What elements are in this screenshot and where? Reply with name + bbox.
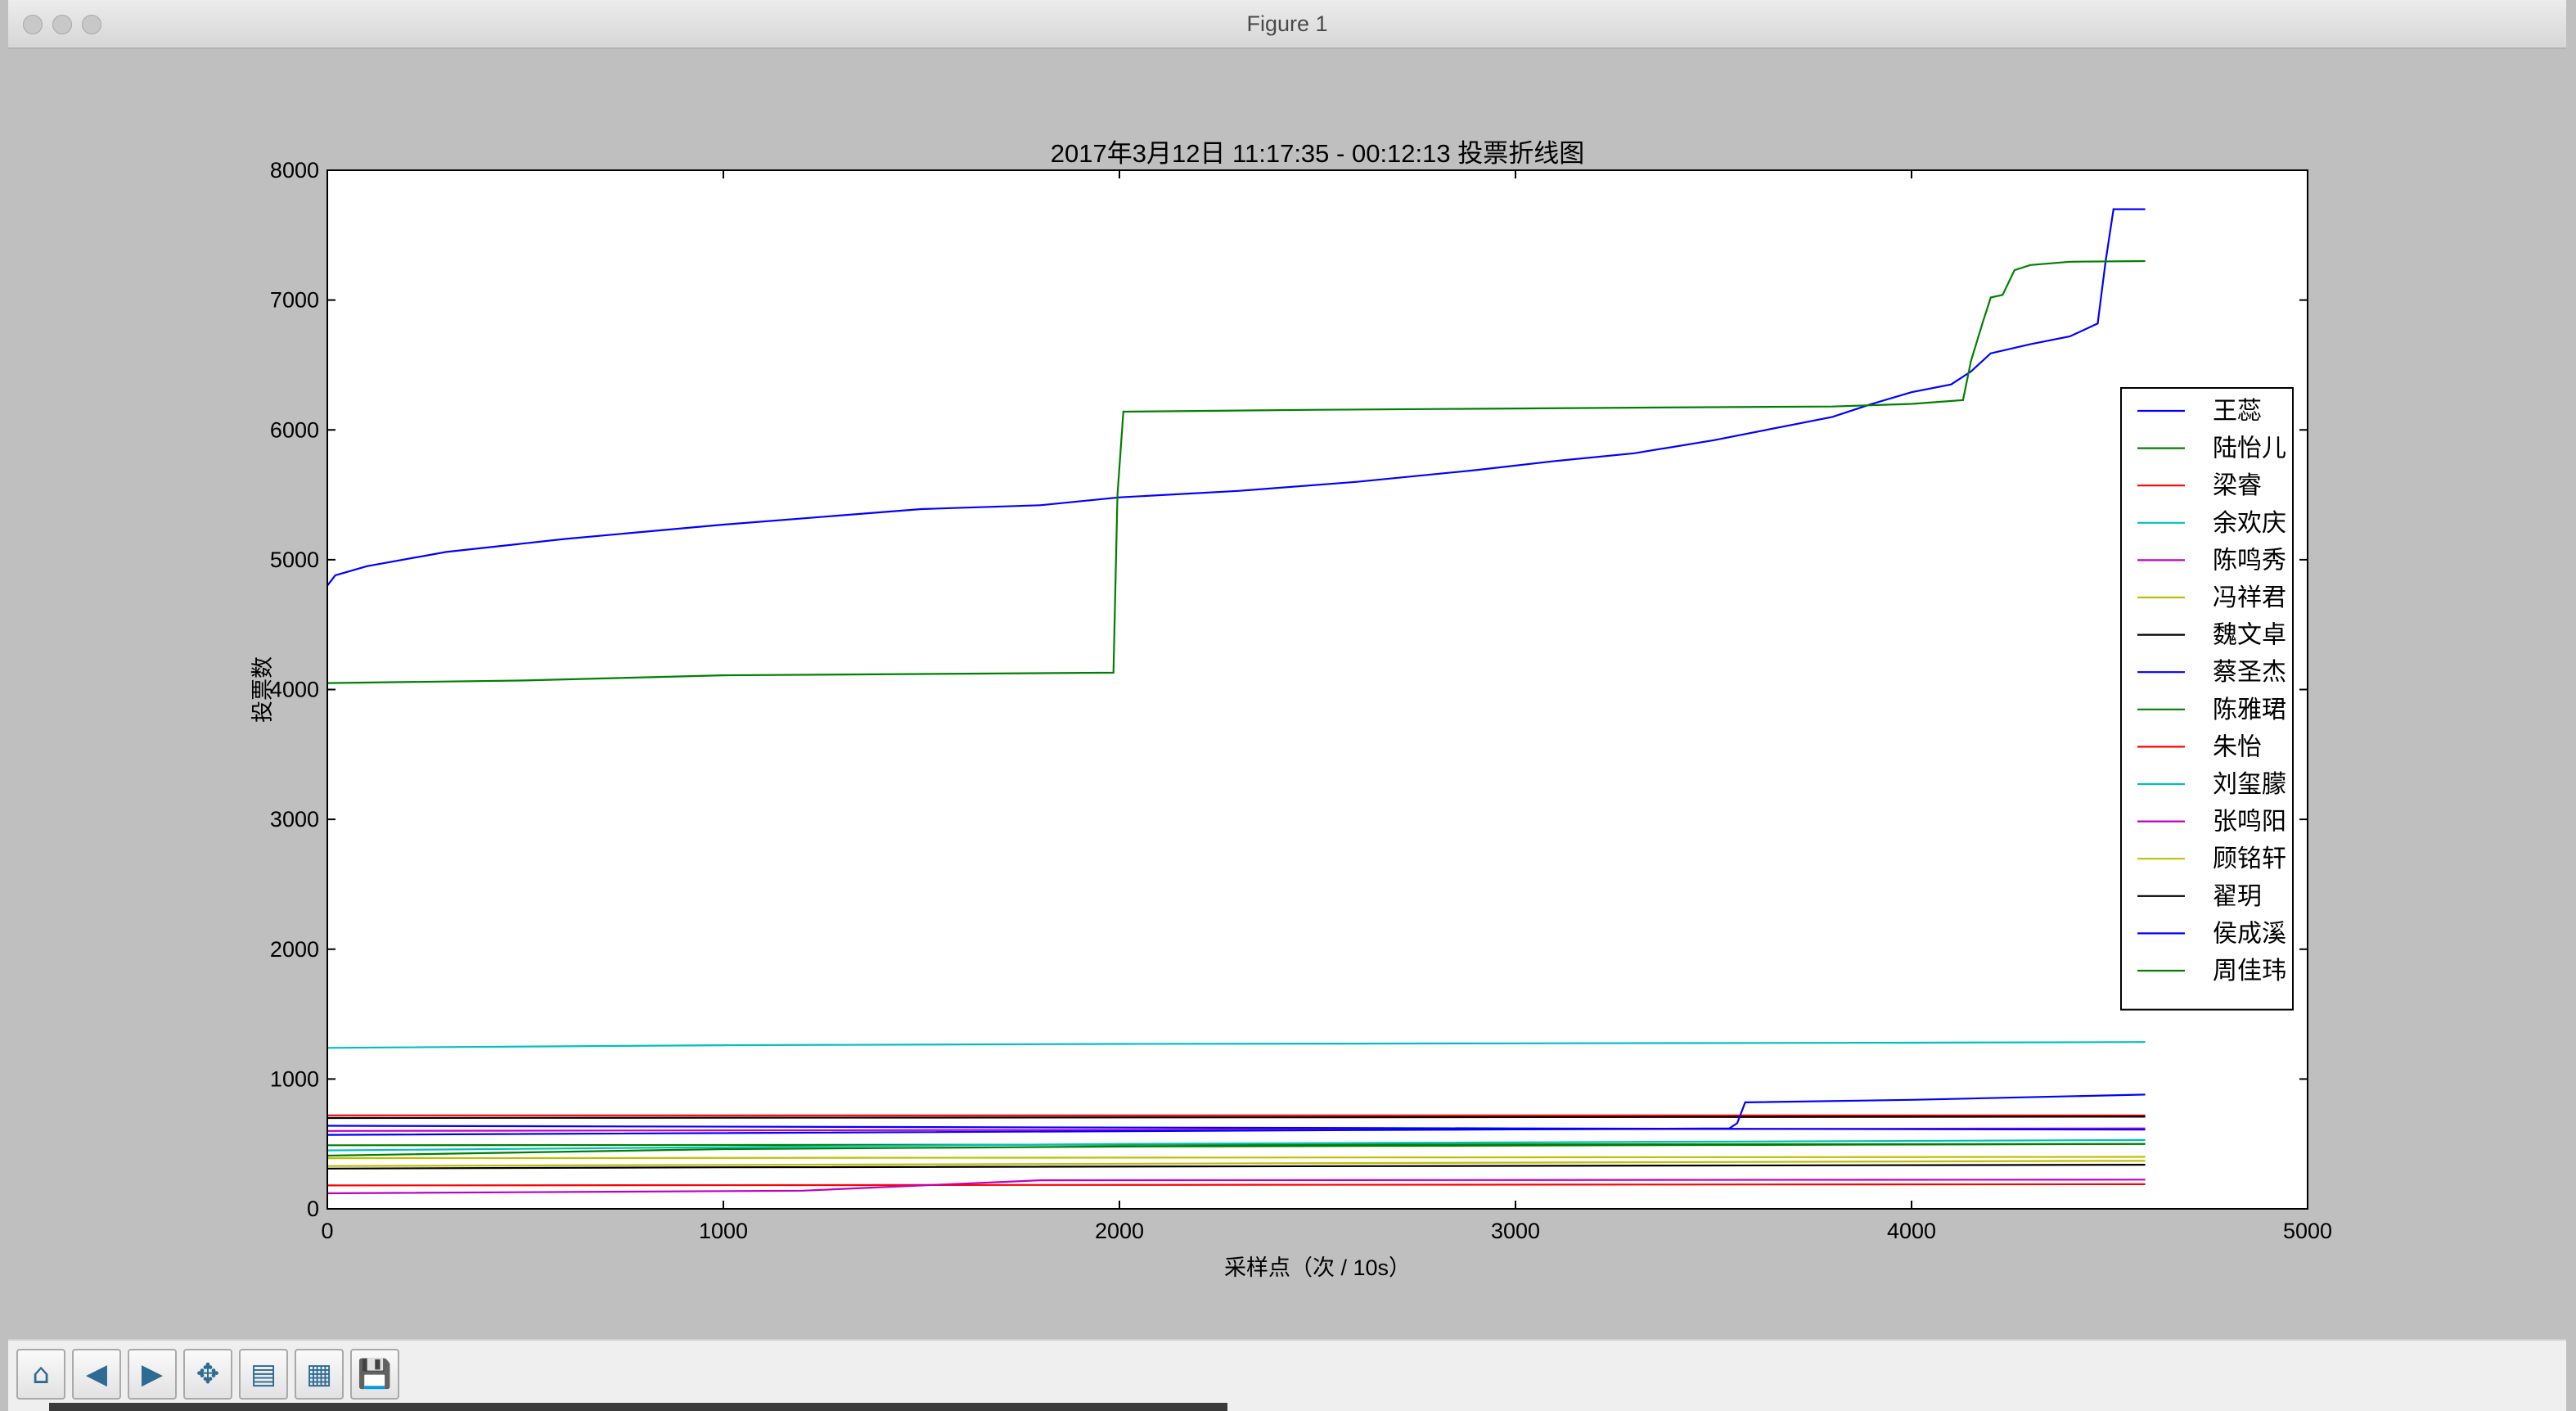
plot-area[interactable] (327, 170, 2308, 1209)
zoom-button[interactable]: ▤ (239, 1349, 288, 1400)
legend-label-8: 蔡圣杰 (2213, 659, 2286, 686)
save-disk-icon: 💾 (357, 1358, 393, 1391)
window-title: Figure 1 (1246, 11, 1328, 36)
x-tick-label: 3000 (1491, 1219, 1540, 1243)
y-tick-label: 2000 (270, 937, 319, 962)
series-line-2[interactable] (327, 259, 2146, 684)
legend-box (2120, 387, 2294, 1011)
series-line-6[interactable] (327, 1160, 2146, 1167)
y-tick-label: 5000 (270, 548, 319, 572)
x-tick-label: 4000 (1887, 1219, 1936, 1243)
line-chart[interactable]: 0 1000 2000 3000 4000 5000 0 1000 2000 3000 4000 50… (8, 49, 2566, 1337)
y-tick-label: 3000 (270, 807, 319, 832)
home-icon: ⌂ (32, 1358, 50, 1391)
zoom-window-button[interactable] (82, 15, 101, 34)
legend-label-15: 侯成溪 (2213, 920, 2286, 947)
y-tick-label: 7000 (270, 288, 319, 313)
legend-label-3: 梁睿 (2213, 472, 2262, 499)
legend-label-16: 周佳玮 (2213, 958, 2286, 985)
window-shadow (49, 1403, 1227, 1411)
x-tick-label: 5000 (2283, 1219, 2332, 1243)
x-tick-label: 0 (321, 1219, 333, 1243)
navigation-toolbar: ⌂ ◀ ▶ ✥ ▤ ▦ 💾 (8, 1339, 2566, 1411)
legend-label-1: 王蕊 (2213, 398, 2262, 425)
figure-window: Figure 1 0 1000 2000 3000 4000 5000 0 1000 2000 3… (8, 0, 2566, 1411)
legend-label-14: 翟玥 (2213, 883, 2262, 910)
y-tick-label: 0 (307, 1197, 319, 1221)
series-line-1[interactable] (327, 208, 2146, 587)
legend-label-6: 冯祥君 (2213, 584, 2286, 611)
save-button[interactable]: 💾 (350, 1349, 399, 1400)
back-button[interactable]: ◀ (72, 1349, 121, 1400)
legend-label-12: 张鸣阳 (2213, 809, 2286, 836)
series-line-13[interactable] (327, 1156, 2146, 1160)
series-line-7[interactable] (327, 1116, 2146, 1120)
y-axis-label: 投票数 (250, 656, 275, 723)
legend-label-10: 朱怡 (2213, 733, 2262, 760)
forward-arrow-icon: ▶ (141, 1358, 164, 1391)
pan-button[interactable]: ✥ (183, 1349, 232, 1400)
series-line-10[interactable] (327, 1183, 2146, 1187)
x-tick-label: 1000 (699, 1219, 748, 1243)
legend-label-9: 陈雅珺 (2213, 696, 2286, 724)
pan-icon: ✥ (196, 1358, 220, 1391)
subplots-button[interactable]: ▦ (295, 1349, 344, 1400)
zoom-rect-icon: ▤ (250, 1358, 277, 1391)
back-arrow-icon: ◀ (85, 1358, 108, 1391)
close-window-button[interactable] (23, 15, 43, 34)
legend-label-5: 陈鸣秀 (2213, 547, 2286, 574)
legend-label-11: 刘玺朦 (2213, 771, 2286, 798)
legend-label-2: 陆怡儿 (2213, 435, 2286, 462)
x-tick-label: 2000 (1095, 1219, 1144, 1243)
minimize-window-button[interactable] (52, 15, 72, 34)
chart-title: 2017年3月12日 11:17:35 - 00:12:13 投票折线图 (1051, 139, 1585, 168)
y-tick-label: 6000 (270, 417, 319, 442)
y-tick-label: 1000 (270, 1066, 319, 1091)
subplots-config-icon: ▦ (305, 1358, 333, 1391)
forward-button[interactable]: ▶ (128, 1349, 177, 1400)
series-line-15[interactable] (327, 1125, 2146, 1131)
y-tick-label: 8000 (270, 158, 319, 183)
x-axis-label: 采样点（次 / 10s） (1224, 1255, 1411, 1280)
title-bar[interactable]: Figure 1 (8, 0, 2566, 49)
legend-label-7: 魏文卓 (2213, 622, 2286, 649)
series-line-11[interactable] (327, 1138, 2146, 1152)
home-button[interactable]: ⌂ (16, 1349, 65, 1400)
series-line-4[interactable] (327, 1041, 2146, 1049)
series-line-16[interactable] (327, 1143, 2146, 1157)
series-line-14[interactable] (327, 1163, 2146, 1170)
figure-canvas[interactable]: 0 1000 2000 3000 4000 5000 0 1000 2000 3000 4000 50… (8, 49, 2566, 1337)
series-line-12[interactable] (327, 1179, 2146, 1195)
y-tick-label: 4000 (270, 678, 319, 702)
series-line-8[interactable] (327, 1093, 2146, 1136)
legend-label-13: 顾铭轩 (2213, 845, 2286, 872)
legend-label-4: 余欢庆 (2213, 510, 2286, 537)
